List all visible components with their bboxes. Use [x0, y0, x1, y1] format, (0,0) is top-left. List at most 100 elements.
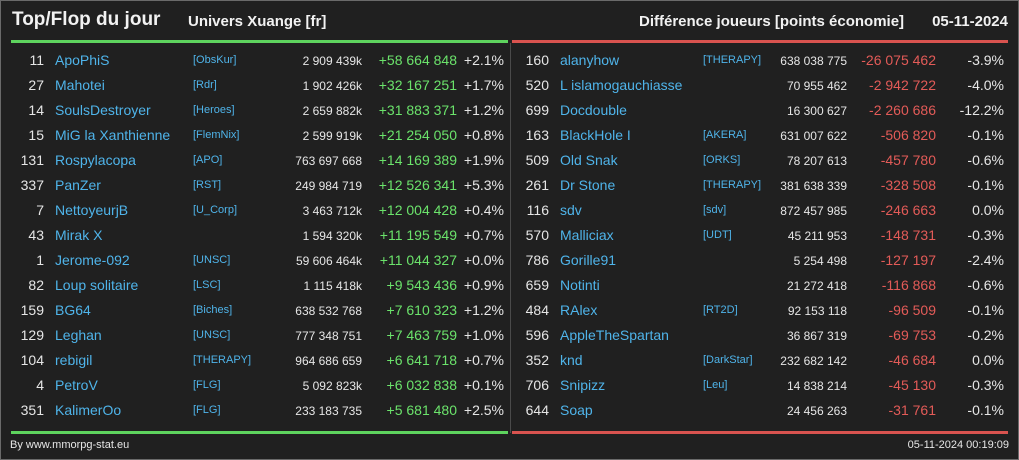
- player-name-link[interactable]: BG64: [55, 302, 91, 318]
- player-name-link[interactable]: SoulsDestroyer: [55, 102, 151, 118]
- alliance-tag-link[interactable]: [UNSC]: [193, 329, 231, 341]
- player-name-link[interactable]: Mahotei: [55, 77, 105, 93]
- player-points: 1 902 426k: [302, 79, 362, 93]
- flop-row: 160 alanyhow [THERAPY] 638 038 775 -26 075 4…: [514, 48, 1014, 73]
- alliance-tag-link[interactable]: [LSC]: [193, 279, 221, 291]
- alliance-tag-link[interactable]: [APO]: [193, 154, 223, 166]
- top-row: 82 Loup solitaire [LSC] 1 115 418k +9 543 43…: [9, 273, 509, 298]
- player-name-link[interactable]: Jerome-092: [55, 252, 130, 268]
- player-name-link[interactable]: sdv: [560, 202, 582, 218]
- player-rank: 14: [28, 102, 44, 118]
- alliance-tag-link[interactable]: [ObsKur]: [193, 54, 237, 66]
- player-points: 5 092 823k: [302, 379, 362, 393]
- header: Top/Flop du jour Univers Xuange [fr] Dif…: [1, 1, 1018, 41]
- alliance-tag-link[interactable]: [THERAPY]: [703, 54, 762, 66]
- player-name-link[interactable]: Rospylacopa: [55, 152, 136, 168]
- points-difference: +11 044 327: [379, 252, 457, 268]
- player-rank: 484: [525, 302, 549, 318]
- player-name-link[interactable]: ApoPhiS: [55, 52, 110, 68]
- player-name-link[interactable]: L islamogauchiasse: [560, 77, 683, 93]
- flop-row: 163 BlackHole I [AKERA] 631 007 622 -506 820…: [514, 123, 1014, 148]
- player-name-link[interactable]: Soap: [560, 402, 593, 418]
- alliance-tag-link[interactable]: [Rdr]: [193, 79, 217, 91]
- player-name-link[interactable]: AppleTheSpartan: [560, 327, 669, 343]
- column-separator: [510, 43, 511, 433]
- player-rank: 509: [525, 152, 549, 168]
- alliance-tag-link[interactable]: [sdv]: [703, 204, 727, 216]
- player-name-link[interactable]: Loup solitaire: [55, 277, 139, 293]
- player-name-link[interactable]: Dr Stone: [560, 177, 616, 193]
- player-name-link[interactable]: PanZer: [55, 177, 101, 193]
- player-points: 2 659 882k: [302, 104, 362, 118]
- alliance-tag-link[interactable]: [AKERA]: [703, 129, 747, 141]
- player-points: 16 300 627: [786, 104, 847, 118]
- points-difference: +7 463 759: [386, 327, 457, 343]
- alliance-tag-link[interactable]: [RT2D]: [703, 304, 738, 316]
- player-points: 1 594 320k: [302, 229, 362, 243]
- player-name-link[interactable]: Malliciax: [560, 227, 614, 243]
- percent-change: +0.0%: [463, 252, 504, 268]
- player-name-link[interactable]: Old Snak: [560, 152, 618, 168]
- flop-row: 659 Notinti 21 272 418 -116 868 -0.6%: [514, 273, 1014, 298]
- alliance-tag-link[interactable]: [Leu]: [703, 379, 728, 391]
- alliance-tag-link[interactable]: [ORKS]: [703, 154, 741, 166]
- player-rank: 160: [525, 52, 549, 68]
- player-name-link[interactable]: Snipizz: [560, 377, 606, 393]
- player-points: 36 867 319: [786, 329, 847, 343]
- player-points: 3 463 712k: [302, 204, 362, 218]
- points-difference: +32 167 251: [378, 77, 457, 93]
- footer-source-link[interactable]: By www.mmorpg-stat.eu: [10, 439, 130, 451]
- player-points: 232 682 142: [780, 354, 847, 368]
- points-difference: -127 197: [880, 252, 936, 268]
- alliance-tag-link[interactable]: [Heroes]: [193, 104, 235, 116]
- player-rank: 4: [36, 377, 44, 393]
- player-name-link[interactable]: Gorille91: [560, 252, 617, 268]
- percent-change: -0.6%: [967, 152, 1004, 168]
- alliance-tag-link[interactable]: [DarkStar]: [703, 354, 753, 366]
- points-difference: -457 780: [880, 152, 936, 168]
- alliance-tag-link[interactable]: [FLG]: [193, 379, 221, 391]
- percent-change: +0.7%: [463, 227, 504, 243]
- flop-row: 509 Old Snak [ORKS] 78 207 613 -457 780 -0.6%: [514, 148, 1014, 173]
- flop-row: 352 knd [DarkStar] 232 682 142 -46 684 0.0%: [514, 348, 1014, 373]
- points-difference: +12 004 428: [378, 202, 457, 218]
- alliance-tag-link[interactable]: [FlemNix]: [193, 129, 240, 141]
- player-name-link[interactable]: Leghan: [55, 327, 102, 343]
- top-row: 159 BG64 [Biches] 638 532 768 +7 610 323 +1.2…: [9, 298, 509, 323]
- player-name-link[interactable]: BlackHole I: [560, 127, 631, 143]
- player-name-link[interactable]: MiG la Xanthienne: [55, 127, 171, 143]
- player-points: 14 838 214: [786, 379, 847, 393]
- player-points: 964 686 659: [295, 354, 362, 368]
- alliance-tag-link[interactable]: [Biches]: [193, 304, 233, 316]
- percent-change: +5.3%: [463, 177, 504, 193]
- top-players-list: 11 ApoPhiS [ObsKur] 2 909 439k +58 664 848 +2…: [9, 48, 509, 423]
- player-name-link[interactable]: NettoyeurjB: [55, 202, 129, 218]
- alliance-tag-link[interactable]: [U_Corp]: [193, 204, 238, 216]
- player-name-link[interactable]: RAlex: [560, 302, 598, 318]
- alliance-tag-link[interactable]: [THERAPY]: [193, 354, 252, 366]
- points-difference: -45 130: [888, 377, 936, 393]
- alliance-tag-link[interactable]: [FLG]: [193, 404, 221, 416]
- alliance-tag-link[interactable]: [UNSC]: [193, 254, 231, 266]
- alliance-tag-link[interactable]: [UDT]: [703, 229, 732, 241]
- player-points: 1 115 418k: [303, 279, 363, 293]
- player-rank: 15: [28, 127, 44, 143]
- player-name-link[interactable]: rebigil: [55, 352, 93, 368]
- percent-change: -12.2%: [959, 102, 1004, 118]
- player-name-link[interactable]: PetroV: [55, 377, 98, 393]
- player-name-link[interactable]: Mirak X: [55, 227, 103, 243]
- top-bottom-line: [11, 431, 508, 434]
- alliance-tag-link[interactable]: [RST]: [193, 179, 222, 191]
- player-points: 70 955 462: [786, 79, 847, 93]
- universe-label: Univers Xuange [fr]: [188, 13, 327, 30]
- player-name-link[interactable]: Notinti: [560, 277, 600, 293]
- top-row: 14 SoulsDestroyer [Heroes] 2 659 882k +31 88…: [9, 98, 509, 123]
- percent-change: -3.9%: [967, 52, 1004, 68]
- points-difference: +11 195 549: [379, 227, 457, 243]
- alliance-tag-link[interactable]: [THERAPY]: [703, 179, 762, 191]
- player-name-link[interactable]: Docdouble: [560, 102, 627, 118]
- percent-change: -0.3%: [967, 377, 1004, 393]
- player-name-link[interactable]: alanyhow: [560, 52, 620, 68]
- player-name-link[interactable]: knd: [560, 352, 583, 368]
- player-name-link[interactable]: KalimerOo: [55, 402, 122, 418]
